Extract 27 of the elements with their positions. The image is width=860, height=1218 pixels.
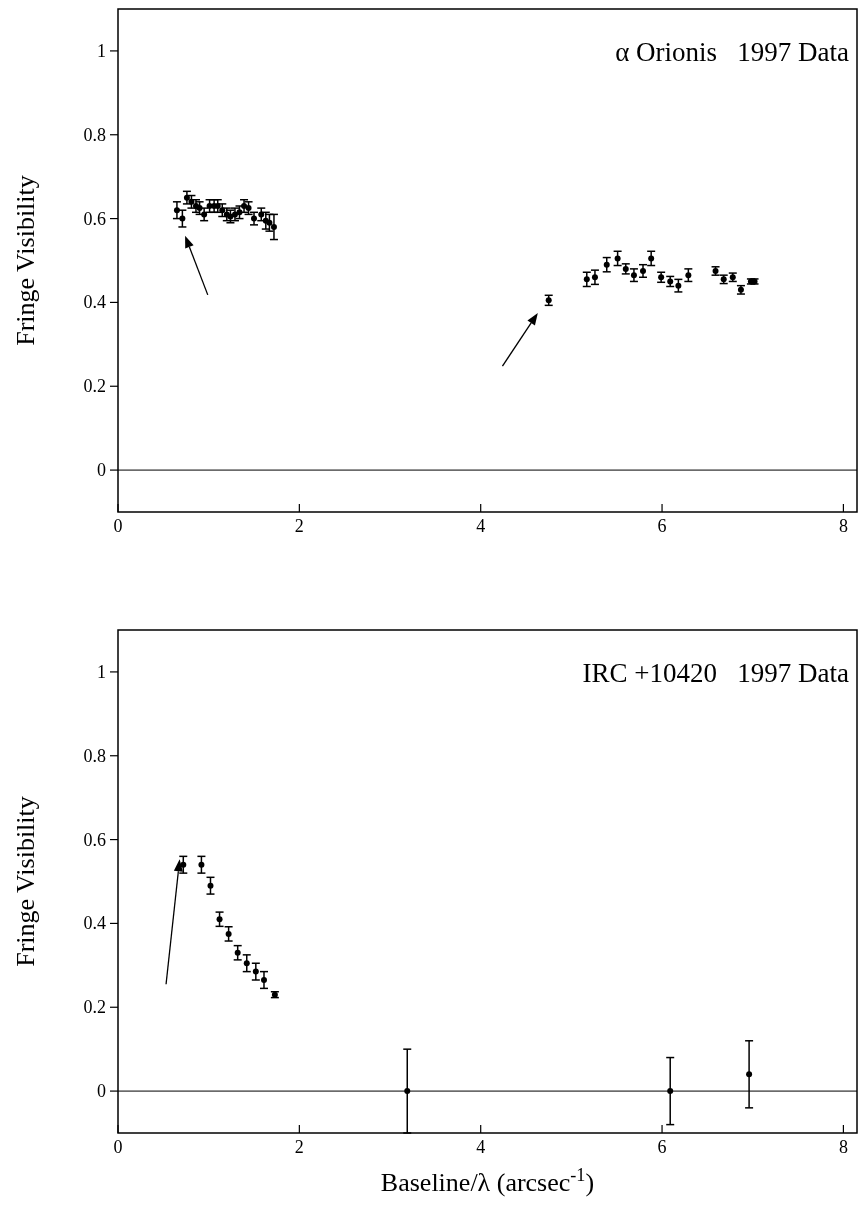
x-tick-label: 8	[838, 516, 848, 536]
x-tick-label: 0	[113, 1137, 123, 1157]
x-tick-label: 4	[476, 1137, 486, 1157]
x-tick-label: 8	[838, 1137, 848, 1157]
y-tick-label: 0.6	[83, 829, 106, 850]
x-tick-label: 4	[476, 516, 486, 536]
text: IRC +10420 1997 Data	[582, 657, 849, 688]
y-tick-label: 0.8	[83, 745, 106, 766]
y-axis-title: Fringe Visibility	[11, 796, 40, 967]
x-tick-label: 2	[294, 1137, 304, 1157]
x-tick-label: 6	[657, 1137, 667, 1157]
x-tick-label: 6	[657, 516, 667, 536]
y-tick-label: 0	[97, 1081, 106, 1102]
y-tick-label: 1	[97, 40, 106, 61]
x-tick-label: 0	[113, 516, 123, 536]
text: α Orionis 1997 Data	[615, 36, 849, 67]
y-tick-label: 0.4	[83, 292, 106, 313]
y-axis-title: Fringe Visibility	[11, 175, 40, 346]
y-tick-label: 0.6	[83, 208, 106, 229]
x-tick-label: 2	[294, 516, 304, 536]
y-tick-label: 1	[97, 661, 106, 682]
y-tick-label: 0	[97, 460, 106, 481]
y-tick-label: 0.8	[83, 124, 106, 145]
y-tick-label: 0.4	[83, 913, 106, 934]
x-axis-title: Baseline/λ (arcsec$^{-1}$)	[380, 1165, 595, 1197]
y-tick-label: 0.2	[83, 376, 106, 397]
y-tick-label: 0.2	[83, 997, 106, 1018]
